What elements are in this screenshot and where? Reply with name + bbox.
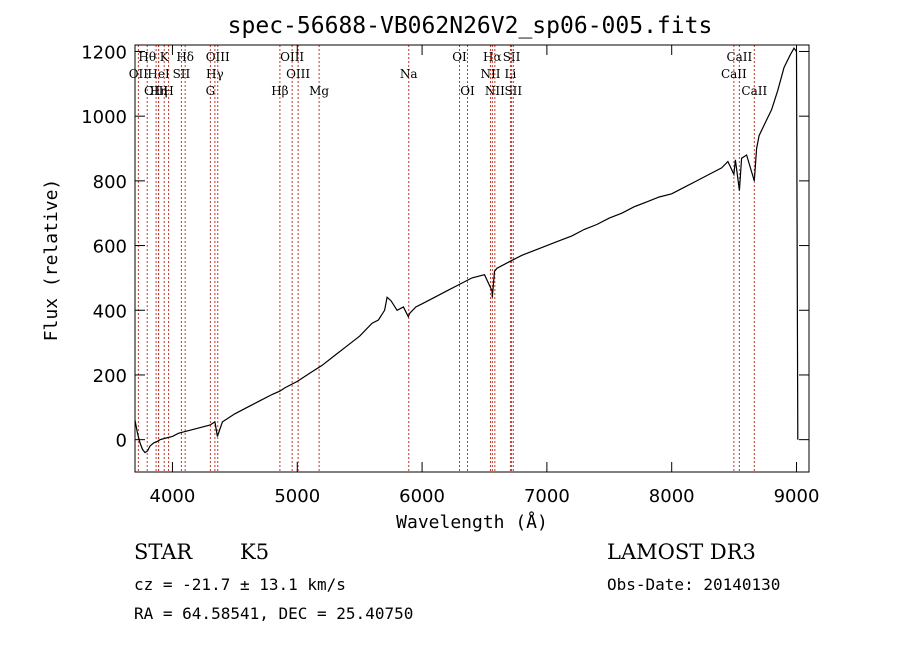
line-label-row2-3: Hγ	[206, 67, 224, 81]
line-label-row2-2: SII	[173, 67, 191, 81]
line-label-row3-6: OI	[460, 84, 475, 98]
line-label-row2-8: CaII	[721, 67, 747, 81]
chart-title: spec-56688-VB062N26V2_sp06-005.fits	[228, 13, 713, 39]
x-tick-label-2: 6000	[399, 486, 445, 507]
y-axis-ticks: 0 200 400 600 800 1000 1200	[81, 42, 809, 452]
x-tick-label-5: 9000	[774, 486, 820, 507]
line-label-row1-8: CaII	[726, 50, 752, 64]
spectrum-line	[134, 47, 799, 454]
x-tick-label-3: 7000	[524, 486, 570, 507]
spectrum-series	[134, 47, 799, 454]
x-tick-label-4: 8000	[649, 486, 695, 507]
y-tick-label-3: 600	[93, 237, 127, 258]
object-class: STAR	[134, 540, 193, 564]
line-label-row2-0: OII	[129, 67, 149, 81]
plot-frame	[134, 44, 810, 473]
y-tick-label-4: 800	[93, 172, 127, 193]
line-label-row1-4: OIII	[280, 50, 304, 64]
x-tick-label-1: 5000	[274, 486, 320, 507]
line-label-row3-9: CaII	[741, 84, 767, 98]
obs-date: Obs-Date: 20140130	[607, 575, 781, 594]
line-label-row3-4: Hβ	[271, 84, 288, 98]
line-label-row3-3: G	[206, 84, 216, 98]
line-label-row1-1: K	[160, 50, 170, 64]
y-tick-label-2: 400	[93, 301, 127, 322]
line-label-row2-5: Na	[400, 67, 418, 81]
subclass: K5	[240, 540, 270, 564]
line-label-row1-7: SII	[503, 50, 521, 64]
line-label-row3-1: Hη	[150, 84, 168, 98]
y-tick-label-6: 1200	[81, 42, 127, 63]
line-label-row1-2: Hδ	[176, 50, 194, 64]
x-axis-ticks: 4000 5000 6000 7000 8000 9000	[150, 45, 820, 507]
line-label-row3-8: SII	[504, 84, 522, 98]
line-label-row3-0: OIII	[144, 84, 168, 98]
line-label-row1-0: Hθ	[138, 50, 156, 64]
y-tick-label-0: 0	[116, 431, 127, 452]
line-label-row1-5: OI	[452, 50, 467, 64]
y-tick-label-1: 200	[93, 366, 127, 387]
survey-name: LAMOST DR3	[607, 540, 756, 564]
coordinates: RA = 64.58541, DEC = 25.40750	[134, 604, 414, 623]
line-label-row3-7: NII	[485, 84, 505, 98]
line-label-row3-2: H	[163, 84, 173, 98]
y-tick-label-5: 1000	[81, 107, 127, 128]
line-label-row2-4: OIII	[286, 67, 310, 81]
line-label-row2-7: Li	[505, 67, 517, 81]
x-tick-label-0: 4000	[150, 486, 196, 507]
x-axis-label: Wavelength (Å)	[396, 511, 548, 533]
redshift-cz: cz = -21.7 ± 13.1 km/s	[134, 575, 346, 594]
line-label-row3-5: Mg	[309, 84, 329, 98]
line-label-row1-3: OIII	[206, 50, 230, 64]
line-label-row1-6: Hα	[483, 50, 502, 64]
line-label-row2-6: NII	[480, 67, 500, 81]
y-axis-label: Flux (relative)	[41, 179, 62, 342]
